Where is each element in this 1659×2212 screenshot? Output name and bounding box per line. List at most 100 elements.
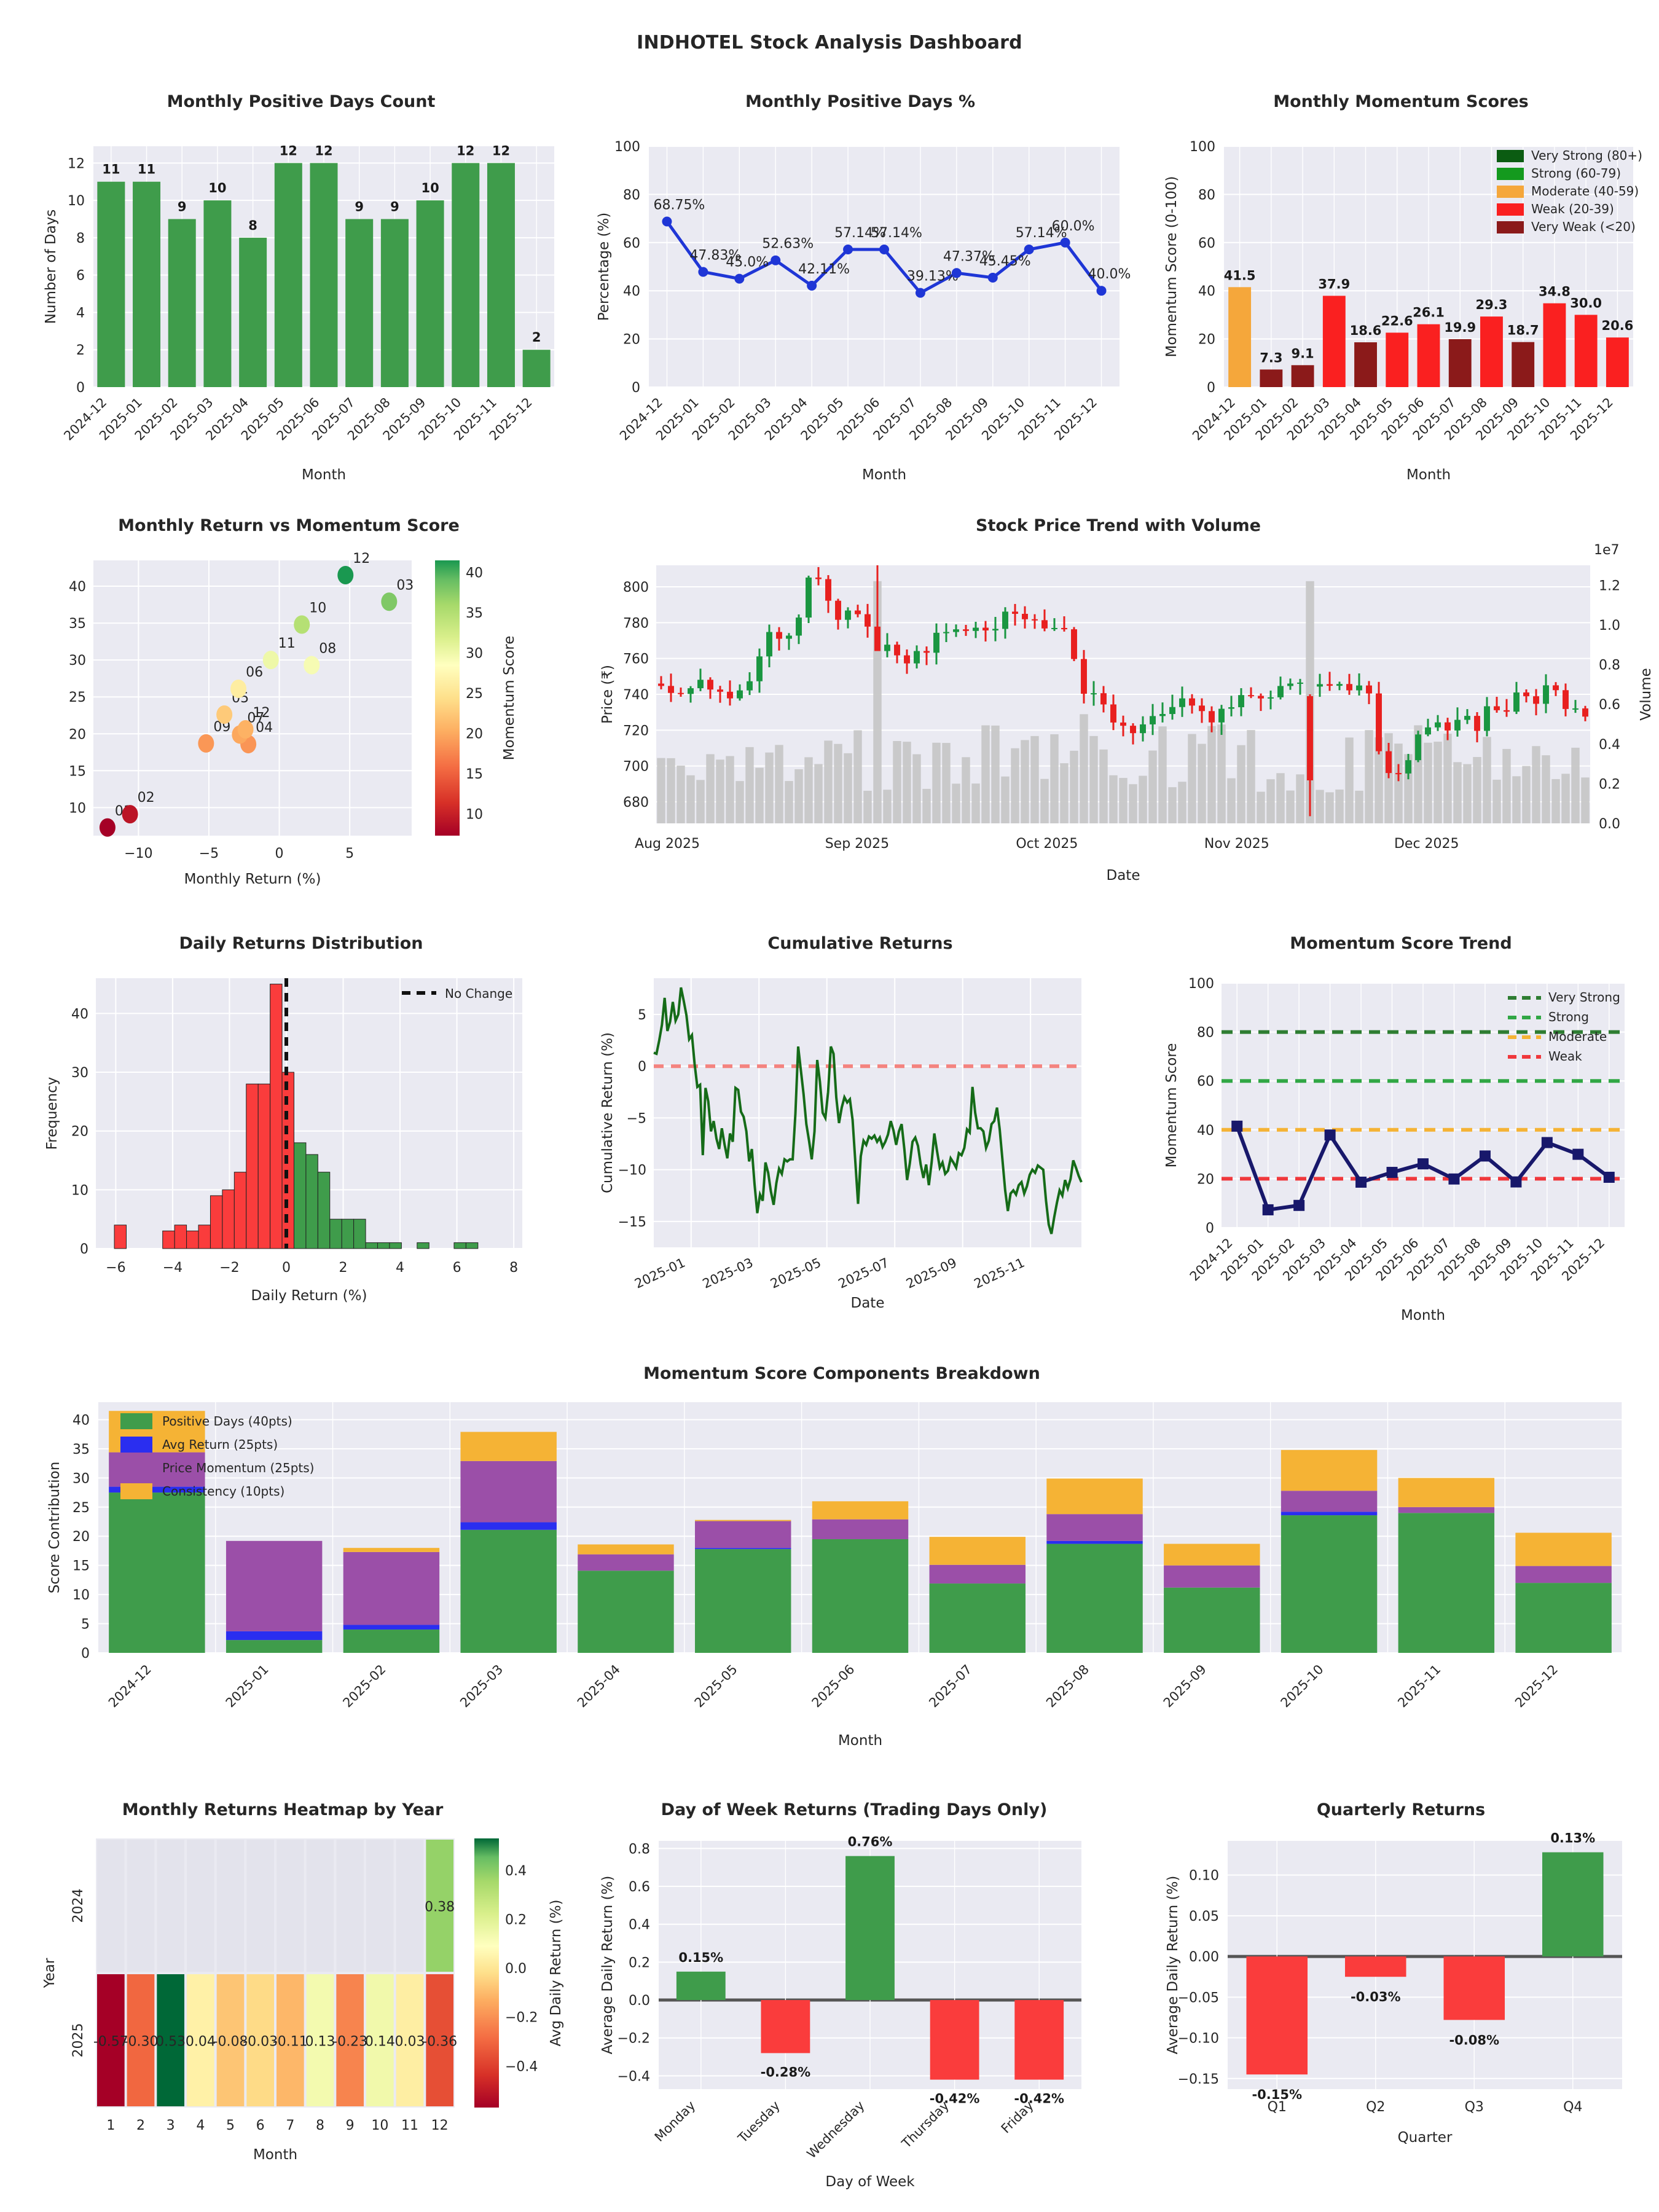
data-point[interactable]: [662, 216, 672, 227]
bar[interactable]: [1014, 2000, 1064, 2080]
data-point[interactable]: [1060, 237, 1070, 248]
heatmap-cell[interactable]: [366, 1974, 394, 2106]
candle-body[interactable]: [1179, 698, 1185, 707]
bar[interactable]: [1228, 287, 1252, 387]
scatter-point[interactable]: [381, 592, 398, 611]
candle-body[interactable]: [943, 632, 949, 633]
heatmap-cell[interactable]: [336, 1974, 364, 2106]
histogram-bin[interactable]: [246, 1083, 259, 1249]
stacked-segment[interactable]: [1398, 1478, 1495, 1507]
bar[interactable]: [97, 181, 125, 387]
heatmap-cell[interactable]: [97, 1974, 125, 2106]
candle-body[interactable]: [727, 691, 733, 699]
candle-body[interactable]: [1415, 734, 1421, 761]
candle-body[interactable]: [1366, 685, 1372, 694]
scatter-point[interactable]: [99, 818, 116, 837]
candle-body[interactable]: [766, 632, 772, 657]
heatmap-cell[interactable]: [276, 1974, 304, 2106]
bar[interactable]: [845, 1856, 895, 2001]
data-point[interactable]: [1572, 1148, 1584, 1160]
data-point[interactable]: [1386, 1167, 1398, 1179]
bar[interactable]: [1322, 296, 1346, 387]
stacked-segment[interactable]: [1046, 1478, 1143, 1515]
bar[interactable]: [1246, 1956, 1308, 2075]
stacked-segment[interactable]: [460, 1432, 557, 1461]
stacked-segment[interactable]: [812, 1539, 909, 1653]
histogram-bin[interactable]: [305, 1154, 318, 1249]
candle-body[interactable]: [1258, 696, 1264, 699]
histogram-bin[interactable]: [329, 1218, 342, 1249]
scatter-point[interactable]: [294, 615, 310, 634]
stacked-segment[interactable]: [226, 1640, 323, 1653]
bar[interactable]: [1512, 342, 1535, 387]
bar[interactable]: [168, 219, 196, 387]
bar[interactable]: [487, 163, 515, 387]
candle-body[interactable]: [1563, 690, 1569, 709]
candle-body[interactable]: [1130, 726, 1136, 734]
candle-body[interactable]: [658, 683, 664, 686]
candle-body[interactable]: [1454, 720, 1461, 731]
scatter-point[interactable]: [198, 734, 214, 753]
candle-body[interactable]: [1159, 714, 1166, 716]
candle-body[interactable]: [825, 579, 831, 601]
heatmap-cell[interactable]: [246, 1974, 274, 2106]
histogram-bin[interactable]: [417, 1242, 429, 1249]
candle-body[interactable]: [1061, 627, 1067, 630]
histogram-bin[interactable]: [453, 1242, 466, 1249]
stacked-segment[interactable]: [460, 1461, 557, 1523]
scatter-point[interactable]: [237, 720, 254, 739]
histogram-bin[interactable]: [222, 1189, 235, 1249]
histogram-bin[interactable]: [341, 1218, 355, 1249]
data-point[interactable]: [1355, 1176, 1367, 1188]
candle-body[interactable]: [1494, 706, 1500, 710]
stacked-segment[interactable]: [343, 1625, 440, 1630]
stacked-segment[interactable]: [578, 1571, 674, 1653]
candle-body[interactable]: [1091, 693, 1097, 695]
data-point[interactable]: [1479, 1150, 1491, 1162]
heatmap-cell[interactable]: [396, 1974, 424, 2106]
histogram-bin[interactable]: [186, 1230, 199, 1249]
candle-body[interactable]: [1041, 620, 1048, 629]
stacked-segment[interactable]: [1515, 1566, 1612, 1583]
data-point[interactable]: [1024, 245, 1034, 255]
candle-body[interactable]: [1307, 696, 1313, 780]
bar[interactable]: [1574, 315, 1598, 387]
heatmap-cell[interactable]: [426, 1840, 453, 1972]
data-point[interactable]: [879, 245, 889, 255]
histogram-bin[interactable]: [317, 1172, 331, 1249]
candle-body[interactable]: [1081, 659, 1087, 694]
histogram-bin[interactable]: [210, 1195, 223, 1249]
histogram-bin[interactable]: [465, 1242, 479, 1249]
scatter-point[interactable]: [230, 679, 247, 698]
histogram-bin[interactable]: [389, 1242, 402, 1249]
heatmap-cell[interactable]: [306, 1974, 334, 2106]
stacked-segment[interactable]: [1398, 1513, 1495, 1653]
candle-body[interactable]: [1110, 704, 1116, 723]
bar[interactable]: [274, 163, 302, 387]
candle-body[interactable]: [1327, 684, 1333, 686]
candle-body[interactable]: [1386, 751, 1392, 774]
heatmap-cell[interactable]: [127, 1974, 155, 2106]
histogram-bin[interactable]: [114, 1225, 127, 1249]
data-point[interactable]: [1096, 286, 1107, 296]
histogram-bin[interactable]: [233, 1172, 247, 1249]
stacked-segment[interactable]: [695, 1521, 791, 1548]
candle-body[interactable]: [1543, 685, 1549, 704]
scatter-point[interactable]: [337, 566, 354, 585]
candle-body[interactable]: [1051, 627, 1057, 629]
candle-body[interactable]: [933, 632, 939, 653]
bar[interactable]: [1480, 316, 1503, 387]
candle-body[interactable]: [1425, 727, 1431, 735]
candle-body[interactable]: [1071, 629, 1077, 659]
candle-body[interactable]: [1150, 716, 1156, 724]
candle-body[interactable]: [776, 632, 782, 639]
candle-body[interactable]: [1100, 693, 1107, 705]
stacked-segment[interactable]: [109, 1492, 205, 1653]
candle-body[interactable]: [953, 629, 959, 632]
candle-body[interactable]: [1189, 698, 1195, 706]
data-point[interactable]: [734, 273, 745, 284]
bar[interactable]: [239, 237, 267, 387]
candle-body[interactable]: [835, 600, 841, 620]
stacked-segment[interactable]: [1281, 1512, 1378, 1516]
candle-body[interactable]: [796, 618, 802, 636]
